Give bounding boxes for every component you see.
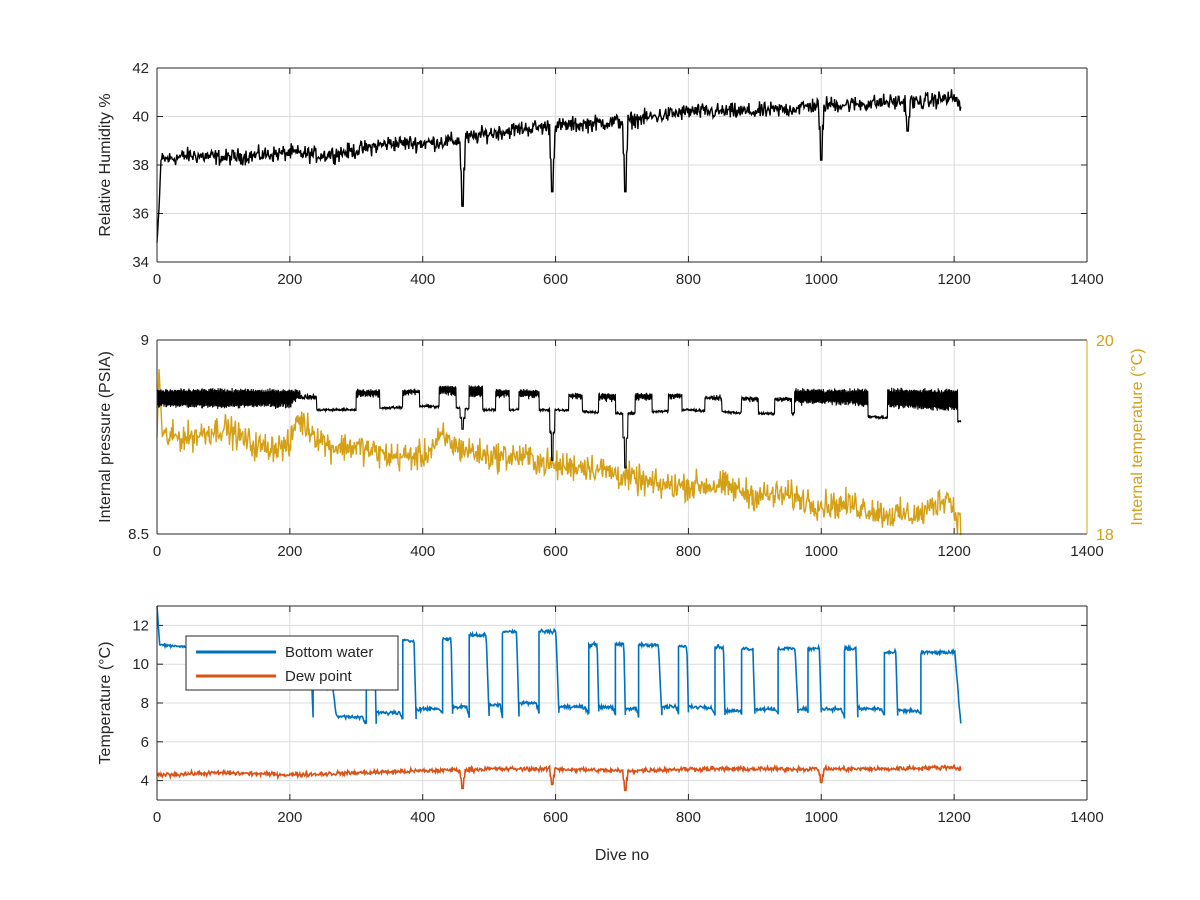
series-internal-temperature	[156, 369, 962, 536]
axes-3: 0 200 400 600 800 1000 1200 1400 4 6 8 10 12 Temperat…	[97, 605, 1104, 864]
x-tick-label: 200	[277, 809, 302, 826]
x-tick-label: 1400	[1070, 543, 1103, 560]
y2-tick-label: 20	[1096, 333, 1114, 350]
legend-box	[185, 635, 399, 691]
y2-tick-label: 18	[1096, 527, 1114, 544]
legend: Bottom water Dew point	[185, 635, 399, 691]
x-tick-label: 200	[277, 271, 302, 288]
y-tick-label: 12	[132, 617, 149, 634]
series-internal-pressure	[156, 385, 962, 469]
legend-label: Bottom water	[285, 644, 373, 661]
y-tick-label: 36	[132, 206, 149, 223]
y-tick-label: 40	[132, 109, 149, 126]
x-tick-label: 600	[543, 809, 568, 826]
legend-label: Dew point	[285, 668, 353, 685]
y-tick-label: 6	[141, 734, 149, 751]
x-tick-label: 800	[676, 271, 701, 288]
x-tick-label: 400	[410, 271, 435, 288]
x-tick-label: 1200	[937, 809, 970, 826]
x-tick-label: 200	[277, 543, 302, 560]
x-axis-label: Dive no	[595, 847, 649, 864]
series-dew-point	[156, 763, 962, 792]
y-tick-label: 42	[132, 60, 149, 77]
y2-axis-label: Internal temperature (°C)	[1129, 348, 1146, 525]
y-tick-label: 8.5	[128, 526, 149, 543]
x-tick-label: 1200	[937, 543, 970, 560]
x-tick-label: 1000	[805, 271, 838, 288]
y-tick-label: 34	[132, 254, 149, 271]
x-tick-label: 0	[153, 809, 161, 826]
y-tick-label: 8	[141, 695, 149, 712]
x-tick-label: 800	[676, 809, 701, 826]
y-tick-label: 38	[132, 157, 149, 174]
x-tick-label: 1400	[1070, 809, 1103, 826]
x-tick-label: 800	[676, 543, 701, 560]
axes-1: 0 200 400 600 800 1000 1200 1400 34 36 38 40 42 Relat…	[97, 60, 1104, 288]
x-tick-label: 400	[410, 809, 435, 826]
x-tick-label: 0	[153, 271, 161, 288]
y-axis-label: Relative Humidity %	[97, 93, 114, 236]
x-tick-label: 1200	[937, 271, 970, 288]
x-tick-label: 1000	[805, 809, 838, 826]
y-axis-label: Internal pressure (PSIA)	[97, 351, 114, 523]
x-tick-label: 600	[543, 271, 568, 288]
x-tick-label: 0	[153, 543, 161, 560]
x-tick-label: 600	[543, 543, 568, 560]
axes-2: 0 200 400 600 800 1000 1200 1400 8.5 9 18 20 Interna…	[97, 332, 1146, 560]
y-axis-label: Temperature (°C)	[97, 642, 114, 765]
y-tick-label: 10	[132, 656, 149, 673]
x-tick-label: 400	[410, 543, 435, 560]
y-tick-label: 4	[141, 773, 149, 790]
x-tick-label: 1400	[1070, 271, 1103, 288]
x-tick-label: 1000	[805, 543, 838, 560]
y-tick-label: 9	[141, 332, 149, 349]
series-relative-humidity	[156, 89, 962, 243]
